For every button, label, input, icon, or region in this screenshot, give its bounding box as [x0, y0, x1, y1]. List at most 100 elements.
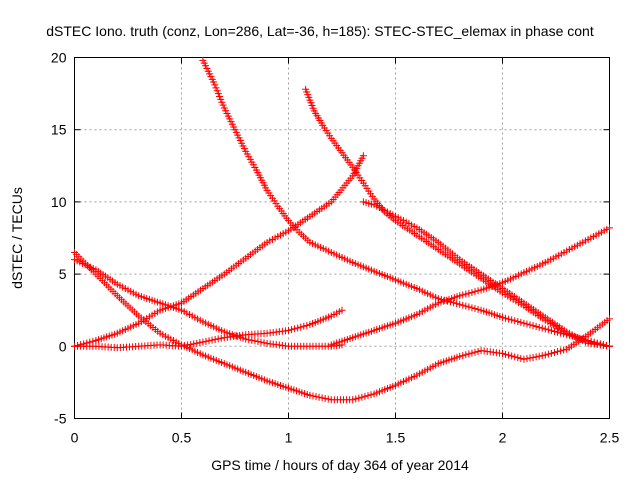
data-point	[502, 314, 510, 322]
data-point	[86, 338, 94, 346]
data-point	[358, 393, 366, 401]
series-6	[302, 85, 613, 350]
data-point	[514, 354, 522, 362]
data-point	[538, 352, 546, 360]
data-point	[355, 394, 363, 402]
data-point	[606, 342, 613, 350]
data-point	[538, 324, 546, 332]
data-point	[557, 347, 565, 355]
data-point	[459, 352, 467, 360]
series-7	[359, 198, 613, 350]
data-point	[297, 323, 305, 331]
data-point	[219, 101, 227, 109]
data-point	[511, 317, 519, 325]
y-tick-label: 5	[59, 266, 67, 282]
x-tick-label: 2.5	[600, 430, 620, 446]
data-point	[309, 392, 317, 400]
data-point	[450, 299, 458, 307]
data-point	[560, 346, 568, 354]
data-point	[523, 355, 531, 363]
data-point	[456, 352, 464, 360]
data-point	[349, 396, 357, 404]
y-axis-label: dSTEC / TECUs	[9, 187, 25, 289]
data-point	[74, 341, 82, 349]
data-point	[508, 352, 516, 360]
data-point	[459, 291, 467, 299]
data-point	[196, 339, 204, 347]
data-point	[285, 326, 292, 334]
y-tick-label: 20	[51, 50, 67, 66]
data-point	[465, 350, 473, 358]
data-point	[213, 87, 221, 95]
data-point	[300, 322, 308, 330]
series-5	[199, 56, 613, 350]
data-point	[294, 324, 302, 332]
data-point	[217, 95, 225, 103]
data-point	[187, 340, 195, 348]
data-point	[606, 315, 613, 323]
x-tick-label: 1.5	[386, 430, 406, 446]
data-point	[89, 337, 97, 345]
data-point	[554, 328, 562, 336]
series-4	[71, 248, 613, 404]
data-point	[502, 350, 510, 358]
data-point	[535, 352, 543, 360]
chart-title: dSTEC Iono. truth (conz, Lon=286, Lat=-3…	[46, 23, 594, 39]
data-point	[462, 290, 470, 298]
data-point	[288, 326, 296, 334]
data-point	[547, 349, 555, 357]
data-point	[214, 335, 222, 343]
data-point	[535, 323, 543, 331]
data-point	[526, 321, 534, 329]
data-point	[471, 288, 479, 296]
data-point	[251, 337, 259, 345]
data-point	[456, 292, 464, 300]
data-point	[606, 224, 613, 232]
data-point	[471, 348, 479, 356]
data-point	[257, 338, 265, 346]
data-point	[205, 337, 213, 345]
data-point	[550, 327, 558, 335]
data-point	[511, 353, 519, 361]
data-point	[291, 325, 299, 333]
data-point	[550, 348, 558, 356]
data-point	[465, 303, 473, 311]
data-point	[529, 353, 537, 361]
data-point	[453, 300, 461, 308]
data-point	[210, 78, 218, 86]
data-point	[505, 351, 513, 359]
data-point	[80, 340, 88, 348]
data-point	[462, 302, 470, 310]
y-tick-label: -5	[54, 411, 67, 427]
x-tick-label: 2	[499, 430, 507, 446]
data-point	[532, 322, 540, 330]
data-point	[541, 325, 549, 333]
x-axis-label: GPS time / hours of day 364 of year 2014	[211, 457, 469, 473]
data-point	[557, 329, 565, 337]
data-point	[474, 347, 482, 355]
data-point	[468, 304, 476, 312]
data-point	[190, 340, 198, 348]
axis-ticks	[74, 57, 610, 419]
data-point	[306, 391, 314, 399]
data-point	[303, 321, 311, 329]
data-point	[517, 354, 525, 362]
data-point	[554, 348, 562, 356]
data-point	[208, 336, 216, 344]
data-markers	[71, 56, 613, 404]
data-point	[520, 319, 528, 327]
data-point	[211, 81, 219, 89]
data-point	[471, 305, 479, 313]
x-tick-label: 0	[71, 430, 79, 446]
data-point	[544, 350, 552, 358]
data-point	[254, 338, 262, 346]
data-point	[212, 84, 220, 92]
data-point	[364, 392, 372, 400]
data-point	[193, 339, 201, 347]
data-point	[260, 339, 268, 347]
y-tick-label: 10	[51, 194, 67, 210]
data-point	[526, 354, 534, 362]
data-point	[199, 338, 207, 346]
data-point	[465, 289, 473, 297]
